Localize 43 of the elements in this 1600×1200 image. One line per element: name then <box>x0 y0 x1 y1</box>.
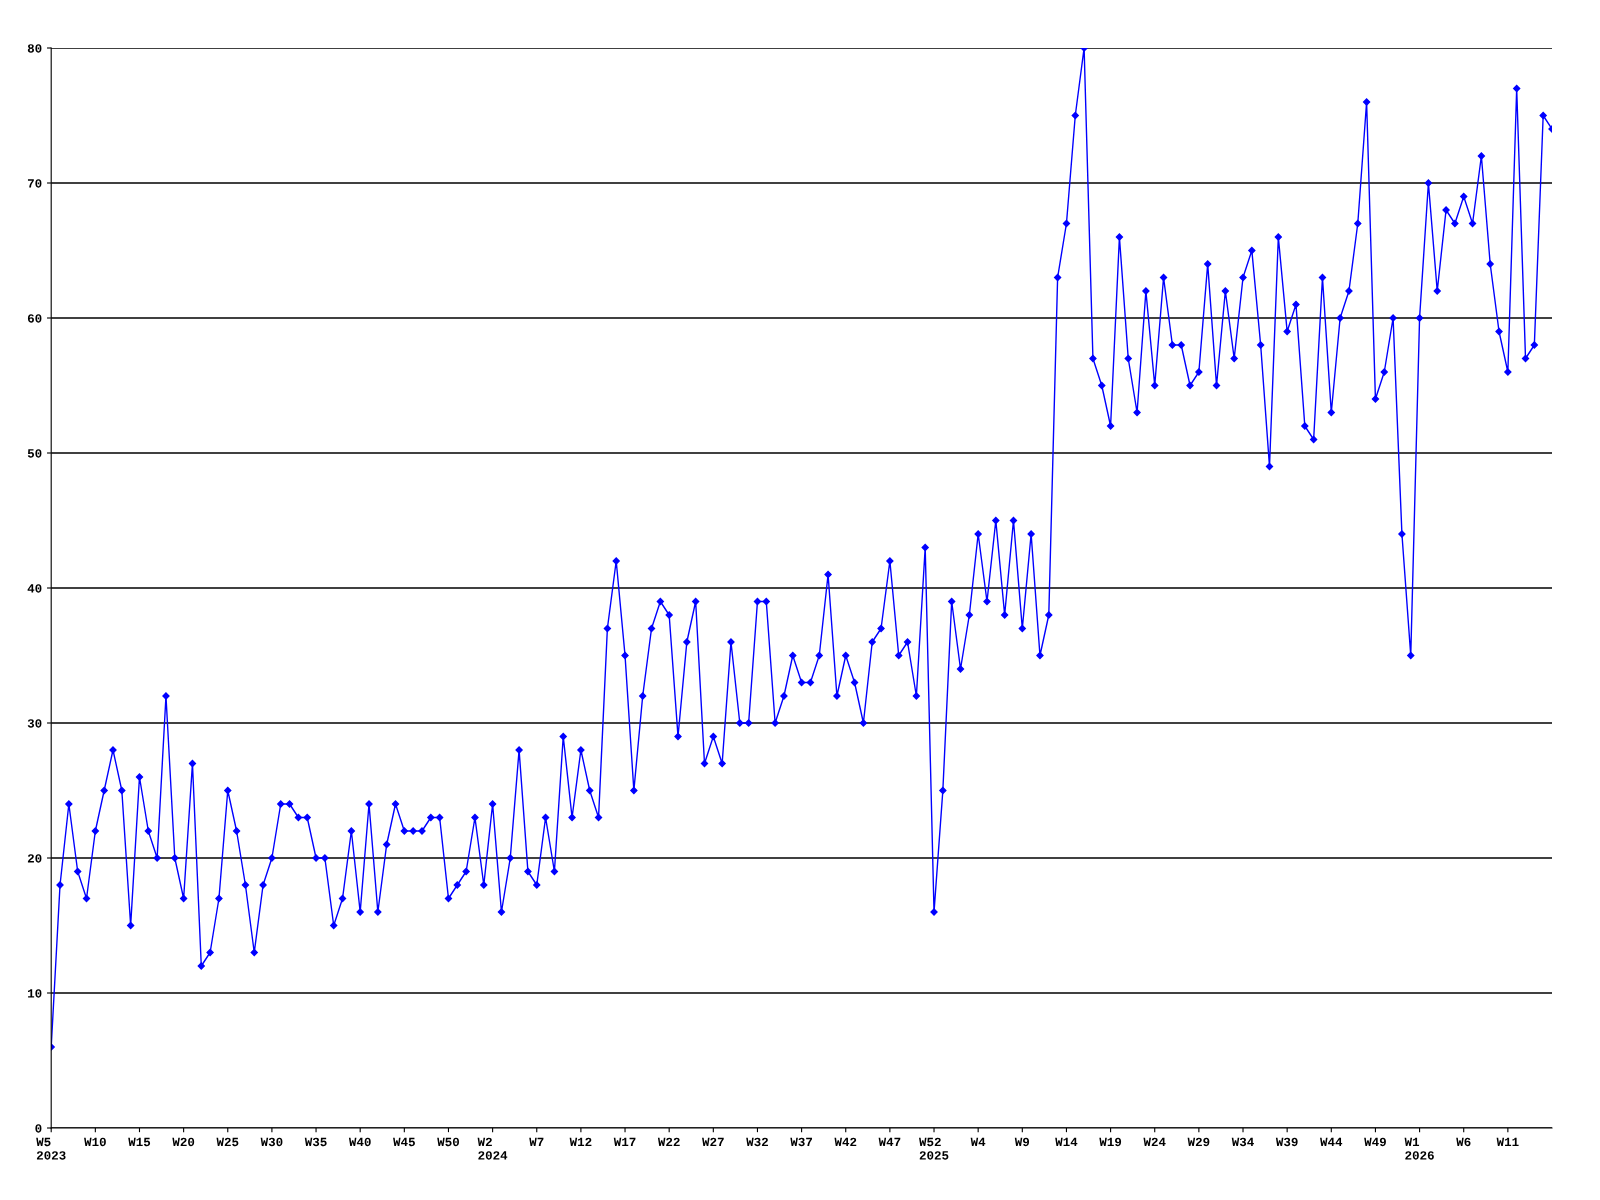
x-tick-label: W34 <box>1231 1137 1254 1147</box>
y-tick-label: 80 <box>27 44 42 53</box>
x-tick-label: W40 <box>348 1137 371 1147</box>
x-tick-label: W27 <box>702 1137 724 1147</box>
x-tick-label: W5 2023 <box>36 1137 66 1160</box>
y-tick-label: 60 <box>27 314 42 323</box>
x-tick-label: W6 <box>1456 1137 1471 1147</box>
x-tick-label: W1 2026 <box>1404 1137 1434 1160</box>
x-tick-label: W7 <box>529 1137 544 1147</box>
x-tick-label: W19 <box>1099 1137 1122 1147</box>
x-tick-label: W52 2025 <box>919 1137 949 1160</box>
x-tick-label: W22 <box>657 1137 680 1147</box>
x-tick-label: W37 <box>790 1137 813 1147</box>
x-tick-label: W35 <box>304 1137 327 1147</box>
x-tick-label: W15 <box>128 1137 151 1147</box>
x-tick-label: W30 <box>260 1137 283 1147</box>
x-tick-label: W20 <box>172 1137 195 1147</box>
x-tick-label: W4 <box>970 1137 986 1147</box>
y-tick-label: 30 <box>27 719 42 728</box>
y-tick-label: 0 <box>35 1124 42 1133</box>
y-tick-label: 20 <box>27 854 42 863</box>
x-tick-label: W9 <box>1014 1137 1030 1147</box>
x-tick-label: W44 <box>1320 1137 1343 1147</box>
x-tick-label: W25 <box>216 1137 239 1147</box>
x-tick-label: W2 2024 <box>477 1137 508 1160</box>
y-tick-label: 10 <box>28 989 42 998</box>
x-tick-label: W49 <box>1364 1137 1386 1147</box>
x-tick-label: W45 <box>393 1137 415 1147</box>
x-tick-label: W12 <box>569 1137 592 1147</box>
x-tick-label: W42 <box>834 1137 857 1147</box>
x-tick-label: W14 <box>1055 1137 1078 1147</box>
y-tick-label: 70 <box>27 179 42 188</box>
x-tick-label: W17 <box>613 1137 636 1147</box>
x-tick-label: W29 <box>1187 1137 1210 1147</box>
x-tick-label: W11 <box>1496 1137 1519 1147</box>
x-tick-label: W24 <box>1143 1137 1166 1147</box>
x-tick-label: W10 <box>84 1137 106 1147</box>
x-tick-label: W32 <box>746 1137 768 1147</box>
y-tick-label: 40 <box>27 584 42 593</box>
x-tick-label: W50 <box>437 1137 459 1147</box>
x-tick-label: W39 <box>1275 1137 1298 1147</box>
y-tick-label: 50 <box>27 449 42 458</box>
x-tick-label: W47 <box>878 1137 901 1147</box>
